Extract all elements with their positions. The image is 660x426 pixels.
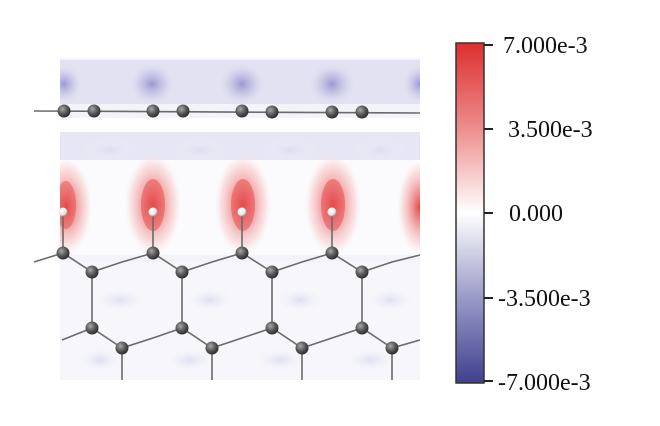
- carbon-atom: [87, 104, 101, 118]
- carbon-atom: [235, 104, 249, 118]
- carbon-atom: [265, 321, 279, 335]
- carbon-atom: [325, 105, 339, 119]
- carbon-atom: [205, 341, 219, 355]
- colorbar-gradient: [455, 42, 485, 384]
- carbon-atom: [385, 341, 399, 355]
- carbon-atom: [325, 246, 339, 260]
- carbon-atom: [175, 265, 189, 279]
- carbon-atom: [146, 104, 160, 118]
- colorbar-tick-label: -3.500e-3: [498, 286, 591, 312]
- lower-faint-region: [60, 262, 420, 380]
- carbon-atom: [235, 246, 249, 260]
- carbon-atom: [265, 105, 279, 119]
- colorbar: 7.000e-3 3.500e-3 0.000 -3.500e-3 -7.000…: [455, 33, 593, 396]
- carbon-atom: [176, 104, 190, 118]
- carbon-atom: [265, 265, 279, 279]
- atoms: [56, 104, 399, 355]
- hydrogen-atom: [237, 207, 247, 217]
- colorbar-tick-label: 7.000e-3: [503, 33, 588, 59]
- carbon-atom: [175, 321, 189, 335]
- upper-depletion-region: [60, 60, 420, 164]
- carbon-atom: [115, 341, 129, 355]
- accumulation-lobe: [396, 162, 420, 262]
- carbon-atom: [146, 246, 160, 260]
- carbon-atom: [355, 321, 369, 335]
- hydrogen-atom: [327, 207, 337, 217]
- carbon-atom: [85, 265, 99, 279]
- colorbar-tick-label: 3.500e-3: [508, 117, 593, 143]
- carbon-atom: [355, 105, 369, 119]
- carbon-atom: [57, 104, 71, 118]
- colorbar-tick-label: -7.000e-3: [498, 370, 591, 396]
- hydrogen-atom: [148, 207, 158, 217]
- hydrogen-atom: [58, 207, 68, 217]
- carbon-atom: [355, 265, 369, 279]
- colorbar-tick-label: 0.000: [509, 201, 563, 227]
- carbon-atom: [295, 341, 309, 355]
- carbon-atom: [56, 246, 70, 260]
- carbon-atom: [85, 321, 99, 335]
